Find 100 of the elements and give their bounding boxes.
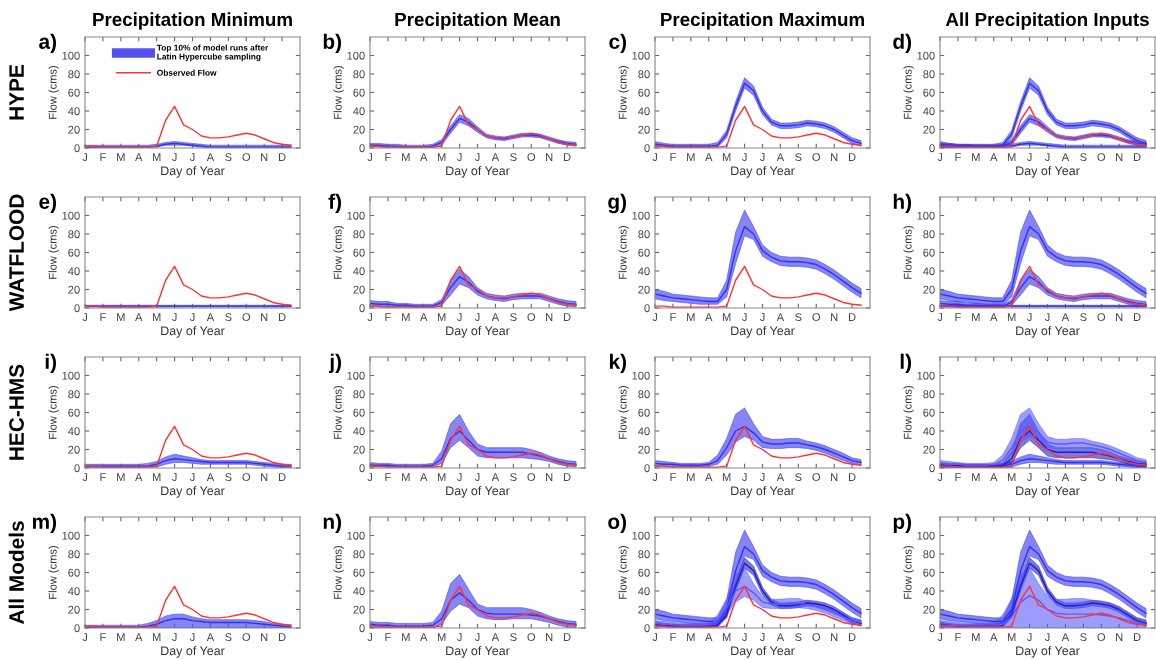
x-tick-label: A (491, 153, 500, 161)
y-tick-label: 20 (68, 605, 80, 614)
x-axis-title: Day of Year (161, 486, 225, 498)
x-tick-label: O (527, 633, 536, 642)
x-tick-label: J (1026, 473, 1032, 482)
text: f) (328, 193, 342, 214)
y-tick-label: 80 (68, 70, 80, 79)
x-tick-label: F (955, 153, 961, 161)
x-axis-title: Day of Year (1016, 326, 1080, 338)
x-tick-label: A (135, 633, 143, 641)
x-tick-label: M (117, 473, 125, 481)
x-tick-label: O (812, 633, 821, 642)
x-tick-label: F (385, 473, 391, 481)
x-tick-label: M (437, 633, 446, 641)
y-tick-label: 40 (638, 267, 650, 276)
x-tick-label: J (937, 473, 942, 482)
y-tick-label: 80 (638, 390, 650, 399)
x-axis-title: Day of Year (161, 326, 225, 338)
y-tick-label: 40 (923, 587, 935, 596)
x-tick-label: M (1007, 473, 1016, 481)
chart-title: Precipitation Maximum (661, 12, 864, 30)
chart-title: All Precipitation Inputs (945, 12, 1149, 30)
x-tick-label: M (1007, 633, 1016, 641)
x-tick-label: O (1097, 313, 1106, 322)
x-tick-label: F (100, 313, 106, 321)
x-tick-label: F (955, 633, 961, 641)
x-tick-label: J (82, 153, 87, 162)
x-tick-label: J (652, 633, 657, 642)
x-tick-label: O (527, 473, 536, 482)
x-tick-label: N (261, 313, 268, 321)
y-tick-label: 0 (359, 144, 365, 153)
x-tick-label: O (527, 313, 536, 322)
x-tick-label: J (189, 633, 195, 642)
y-tick-label: 60 (638, 568, 650, 577)
x-tick-label: S (1080, 153, 1087, 162)
y-tick-label: 40 (353, 267, 365, 276)
x-tick-label: A (776, 633, 785, 641)
x-tick-label: M (402, 313, 410, 321)
y-tick-label: 80 (68, 390, 80, 399)
x-tick-label: J (82, 633, 87, 642)
x-tick-label: O (242, 633, 251, 642)
y-tick-label: 80 (353, 390, 365, 399)
x-tick-label: A (705, 153, 713, 161)
x-tick-label: M (687, 313, 695, 321)
y-tick-label: 60 (68, 408, 80, 417)
y-tick-label: 20 (353, 285, 365, 294)
text: l) (900, 353, 912, 374)
y-tick-label: 100 (917, 531, 935, 540)
text: HEC-HMS (9, 364, 24, 460)
x-tick-label: J (1044, 313, 1050, 322)
y-tick-label: 100 (632, 531, 650, 540)
x-tick-label: M (117, 153, 125, 161)
text: j) (329, 353, 342, 374)
y-tick-label: 20 (638, 125, 650, 134)
y-axis-title: Flow (cms) (903, 386, 914, 439)
x-tick-label: M (402, 633, 410, 641)
x-tick-label: M (152, 473, 161, 481)
x-tick-label: J (759, 313, 765, 322)
y-axis-title: Flow (cms) (618, 226, 629, 279)
x-tick-label: D (848, 473, 856, 481)
x-tick-label: S (225, 153, 232, 162)
y-tick-label: 40 (68, 427, 80, 436)
y-tick-label: 40 (68, 107, 80, 116)
x-tick-label: J (367, 633, 372, 642)
x-tick-label: A (206, 153, 215, 161)
x-tick-label: S (510, 313, 517, 322)
y-tick-label: 20 (638, 445, 650, 454)
x-tick-label: O (1097, 473, 1106, 482)
y-tick-label: 40 (638, 587, 650, 596)
x-tick-label: J (171, 633, 177, 642)
x-tick-label: D (1133, 313, 1141, 321)
x-tick-label: F (100, 473, 106, 481)
x-tick-label: A (206, 473, 215, 481)
x-tick-label: S (795, 313, 802, 322)
x-tick-label: S (1080, 313, 1087, 322)
x-tick-label: M (687, 473, 695, 481)
x-tick-label: S (795, 633, 802, 642)
x-tick-label: J (171, 313, 177, 322)
x-tick-label: O (1097, 153, 1106, 162)
x-tick-label: N (1116, 153, 1123, 161)
x-tick-label: A (1061, 473, 1070, 481)
y-tick-label: 0 (359, 304, 365, 313)
y-tick-label: 0 (929, 464, 935, 473)
x-tick-label: S (510, 473, 517, 482)
chart-title: Precipitation Mean (395, 12, 560, 30)
text: WATFLOOD (9, 194, 24, 312)
x-tick-label: A (491, 473, 500, 481)
x-tick-label: A (776, 153, 785, 161)
text: a) (39, 33, 57, 54)
x-tick-label: M (972, 153, 980, 161)
y-tick-label: 0 (929, 624, 935, 633)
x-tick-label: F (670, 473, 676, 481)
y-tick-label: 80 (353, 230, 365, 239)
x-tick-label: O (242, 153, 251, 162)
y-tick-label: 60 (353, 88, 365, 97)
x-tick-label: D (848, 633, 856, 641)
x-tick-label: F (670, 633, 676, 641)
x-tick-label: A (705, 633, 713, 641)
x-tick-label: D (563, 633, 571, 641)
x-tick-label: J (741, 313, 747, 322)
